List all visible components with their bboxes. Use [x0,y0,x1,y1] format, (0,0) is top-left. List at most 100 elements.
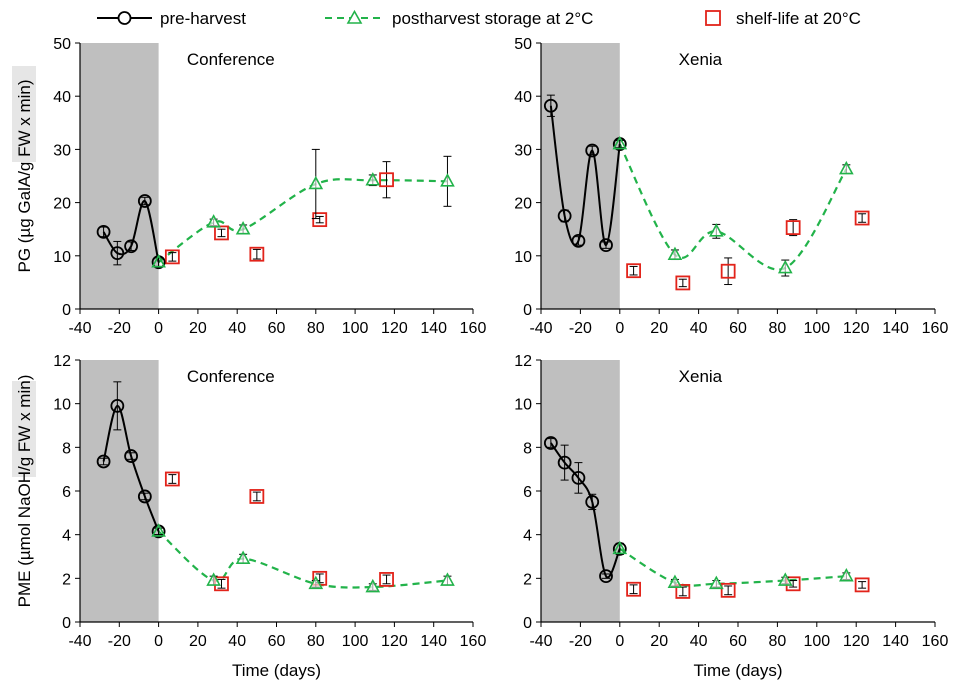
preharvest-shaded-region [80,43,159,309]
postharvest-point [839,160,854,175]
x-tick-label: -40 [529,633,552,650]
postharvest-line [618,143,848,271]
y-tick-label: 30 [514,142,532,159]
shelf-life-point [379,572,394,587]
postharvest-point [308,175,324,190]
y-tick-label: 50 [53,36,71,53]
preharvest-point [124,449,138,463]
legend-post-marker [346,9,363,24]
x-tick-label: -40 [68,633,91,650]
x-tick-label: 100 [803,633,830,650]
x-tick-label: 20 [650,320,668,337]
shelf-life-error-bar [217,228,226,238]
preharvest-error-bar [602,573,611,579]
y-tick-label: 4 [62,528,71,545]
shelf-life-error-bar [217,578,226,589]
preharvest-point [557,455,572,470]
preharvest-point [96,454,111,469]
x-tick-label: 140 [420,633,447,650]
preharvest-error-bar [127,241,136,251]
postharvest-point [308,575,324,590]
preharvest-point [599,569,613,584]
preharvest-point [137,194,152,208]
preharvest-point [585,143,600,158]
shelf-life-error-bar [168,474,177,484]
preharvest-point [110,398,125,413]
x-tick-label: 40 [228,633,246,650]
shelf-life-error-bar [252,248,261,260]
preharvest-point [137,489,152,504]
shelf-life-point [626,263,641,279]
x-tick-label: 160 [922,320,949,337]
harvest-day-point [612,135,628,150]
preharvest-error-bar [560,444,569,481]
x-tick-label: 60 [729,320,747,337]
x-tick-label: 140 [882,320,909,337]
x-tick-label: 60 [729,633,747,650]
x-tick-label: 80 [307,320,325,337]
y-tick-label: 0 [523,302,532,319]
y-tick-label: 2 [523,571,532,588]
y-tick-label: 30 [53,142,71,159]
preharvest-point [599,238,613,253]
x-tick-label: 20 [189,633,207,650]
shelf-life-error-bar [252,491,261,502]
preharvest-error-bar [140,196,149,206]
shelf-life-point [854,210,870,226]
shelf-life-error-bar [629,584,638,595]
x-tick-label: 160 [460,633,487,650]
shelf-life-point [785,220,801,236]
shelf-life-point [675,584,691,599]
y-tick-label: 40 [514,89,532,106]
x-tick-label: 40 [690,320,708,337]
x-tick-label: 40 [228,320,246,337]
y-tick-label: 10 [53,397,71,414]
panel-pme-conference: 0 2 4 6 8 10 12 -40 -20 0 20 40 60 80 100 120 140 160 Conf… [12,353,486,680]
y-tick-label: 8 [523,440,532,457]
preharvest-error-bar [602,241,611,249]
x-tick-label: 40 [690,633,708,650]
shelf-life-point [249,246,265,262]
shelf-life-point [626,581,641,597]
x-tick-label: 60 [268,633,286,650]
shelf-life-point [312,212,328,228]
postharvest-point [235,221,251,235]
preharvest-point [543,436,558,450]
x-tick-label: 0 [154,320,163,337]
x-tick-label: -40 [529,320,552,337]
postharvest-point [777,572,793,586]
preharvest-error-bar [574,462,583,494]
y-tick-label: 8 [62,440,71,457]
preharvest-line [549,105,621,247]
preharvest-point [571,234,586,248]
preharvest-error-bar [99,457,108,466]
x-tick-label: 140 [420,320,447,337]
x-tick-label: 160 [460,320,487,337]
x-tick-label: 20 [650,633,668,650]
shelf-life-point [675,275,691,291]
postharvest-point [777,259,793,274]
shelf-life-error-bar [858,213,867,223]
x-tick-label: -20 [108,320,131,337]
y-tick-label: 10 [514,249,532,266]
y-axis-title: PG (µg GalA/g FW x min) [15,79,34,272]
preharvest-point [124,239,138,254]
x-tick-label: 120 [381,633,408,650]
shelf-life-error-bar [678,586,687,597]
shelf-life-error-bar [629,265,638,276]
panel-title: Xenia [679,367,723,386]
x-tick-label: 0 [615,633,624,650]
x-tick-label: 0 [615,320,624,337]
preharvest-point [110,246,125,261]
legend-pre-marker [117,11,132,25]
panel-title: Xenia [679,50,723,69]
x-tick-label: 20 [189,320,207,337]
preharvest-error-bar [140,492,149,501]
preharvest-point [571,470,586,485]
postharvest-point [667,246,683,261]
y-tick-label: 10 [53,249,71,266]
shelf-life-error-bar [382,161,391,199]
shelf-life-point [249,489,265,504]
panel-pg-xenia: 0 10 20 30 40 50 -40 -20 0 20 40 60 80 100 120 140 160 Xe… [514,36,948,337]
